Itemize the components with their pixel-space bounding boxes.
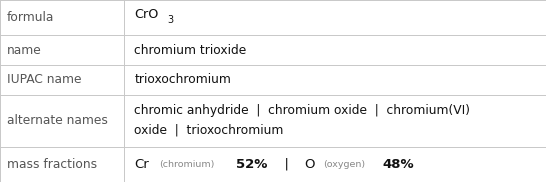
Text: trioxochromium: trioxochromium bbox=[134, 74, 231, 86]
Text: |: | bbox=[276, 158, 298, 171]
Text: oxide  |  trioxochromium: oxide | trioxochromium bbox=[134, 124, 284, 136]
Text: 3: 3 bbox=[167, 15, 173, 25]
Text: 48%: 48% bbox=[383, 158, 414, 171]
Text: chromic anhydride  |  chromium oxide  |  chromium(VI): chromic anhydride | chromium oxide | chr… bbox=[134, 104, 470, 117]
Text: Cr: Cr bbox=[134, 158, 149, 171]
Text: chromium trioxide: chromium trioxide bbox=[134, 44, 247, 57]
Text: O: O bbox=[304, 158, 314, 171]
Text: name: name bbox=[7, 44, 42, 57]
Text: formula: formula bbox=[7, 11, 55, 24]
Text: IUPAC name: IUPAC name bbox=[7, 74, 81, 86]
Text: CrO: CrO bbox=[134, 8, 159, 21]
Text: mass fractions: mass fractions bbox=[7, 158, 97, 171]
Text: (oxygen): (oxygen) bbox=[323, 160, 365, 169]
Text: (chromium): (chromium) bbox=[159, 160, 214, 169]
Text: 52%: 52% bbox=[236, 158, 267, 171]
Text: alternate names: alternate names bbox=[7, 114, 108, 127]
